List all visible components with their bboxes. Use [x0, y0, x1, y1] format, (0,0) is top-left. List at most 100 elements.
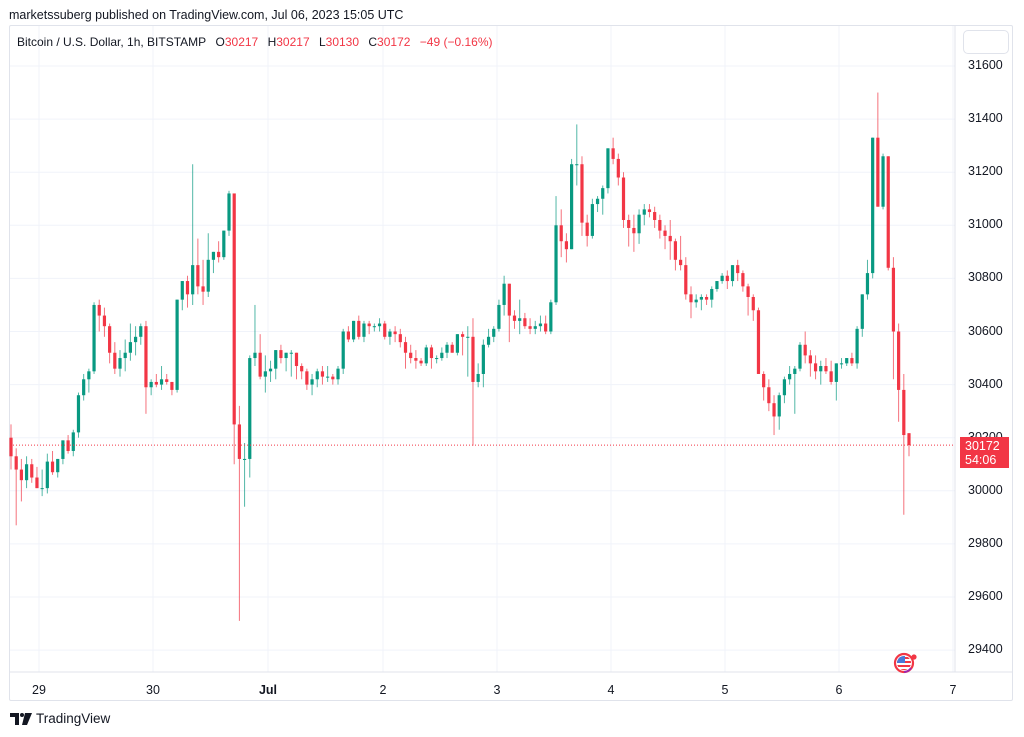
candle	[409, 344, 413, 364]
candle	[492, 326, 496, 343]
candle	[585, 214, 589, 247]
candle	[258, 334, 262, 380]
candle	[263, 355, 267, 393]
price-tick: 30000	[968, 482, 1003, 497]
candle	[170, 381, 174, 396]
price-tick: 31000	[968, 217, 1003, 232]
candle	[217, 241, 221, 263]
candle	[502, 275, 506, 316]
candle	[845, 358, 849, 367]
candle	[139, 323, 143, 345]
candle	[372, 323, 376, 332]
candle	[222, 230, 226, 260]
candle	[829, 360, 833, 385]
candle	[305, 368, 309, 390]
candle	[377, 318, 382, 332]
candle	[642, 204, 646, 226]
candle	[331, 373, 335, 385]
time-tick: Jul	[258, 683, 278, 697]
candle	[102, 307, 107, 337]
time-tick: 3	[493, 683, 501, 697]
bar-countdown: 54:06	[965, 453, 997, 467]
candle	[528, 318, 532, 335]
candle	[346, 326, 350, 343]
candle	[850, 352, 854, 367]
candle	[393, 326, 397, 343]
close-label: C	[368, 35, 378, 49]
candle	[564, 233, 569, 263]
candle	[720, 273, 724, 284]
candle	[159, 366, 164, 390]
price-tick: 29400	[968, 642, 1003, 657]
us-economic-event-icon[interactable]	[892, 652, 920, 674]
price-tick: 30400	[968, 376, 1003, 391]
candle	[66, 435, 70, 454]
candle	[710, 286, 714, 308]
candle	[123, 339, 127, 372]
price-tick: 30800	[968, 270, 1003, 285]
chart-frame[interactable]	[9, 25, 1013, 701]
candle	[616, 153, 620, 186]
low-value: 30130	[325, 35, 360, 49]
open-label: O	[215, 35, 225, 49]
candle	[279, 344, 283, 364]
candle	[351, 320, 356, 343]
candle	[813, 355, 818, 380]
candle	[71, 429, 75, 457]
candle	[554, 196, 558, 305]
candle	[471, 318, 475, 446]
high-label: H	[267, 35, 277, 49]
candle	[118, 350, 122, 377]
tradingview-brand[interactable]: TradingView	[10, 711, 110, 726]
candle	[689, 286, 693, 319]
candle	[445, 342, 449, 359]
candle	[611, 137, 615, 165]
symbol-title[interactable]: Bitcoin / U.S. Dollar, 1h, BITSTAMP	[17, 35, 207, 49]
candle	[668, 219, 672, 260]
price-tick: 31600	[968, 58, 1003, 72]
scale-settings-button[interactable]	[963, 30, 1009, 54]
candle	[653, 206, 657, 228]
time-tick: 6	[835, 683, 843, 697]
candle	[549, 299, 553, 335]
candle	[907, 433, 911, 457]
candle	[315, 368, 319, 388]
candle	[108, 323, 112, 364]
brand-name: TradingView	[36, 711, 111, 726]
candle	[248, 355, 252, 478]
candle	[834, 363, 838, 401]
ohlc-legend: Bitcoin / U.S. Dollar, 1h, BITSTAMP O 302…	[17, 35, 492, 49]
price-tick: 29800	[968, 535, 1003, 550]
candle	[621, 172, 626, 228]
candle	[580, 156, 584, 236]
time-tick: 29	[32, 683, 46, 697]
candle	[320, 366, 325, 385]
candle	[902, 373, 906, 515]
candle	[440, 347, 444, 361]
last-price-value: 30172	[965, 439, 1000, 453]
candle	[242, 443, 247, 507]
candle	[881, 153, 885, 210]
candle	[507, 283, 511, 343]
candle	[497, 299, 501, 332]
candle	[684, 257, 688, 300]
candle	[512, 310, 517, 329]
candle	[590, 198, 594, 239]
candle	[746, 283, 750, 316]
candle	[294, 352, 299, 380]
low-label: L	[318, 35, 326, 49]
candle	[715, 281, 719, 292]
high-value: 30217	[276, 35, 310, 49]
candle	[606, 148, 610, 194]
candle	[886, 156, 890, 271]
candle	[876, 92, 880, 207]
candle	[699, 294, 703, 311]
price-tick: 29600	[968, 589, 1003, 603]
candle	[30, 458, 34, 483]
candle	[165, 373, 169, 385]
candle	[144, 320, 148, 414]
candle	[237, 405, 241, 621]
candle	[149, 379, 153, 396]
candle	[367, 320, 371, 335]
